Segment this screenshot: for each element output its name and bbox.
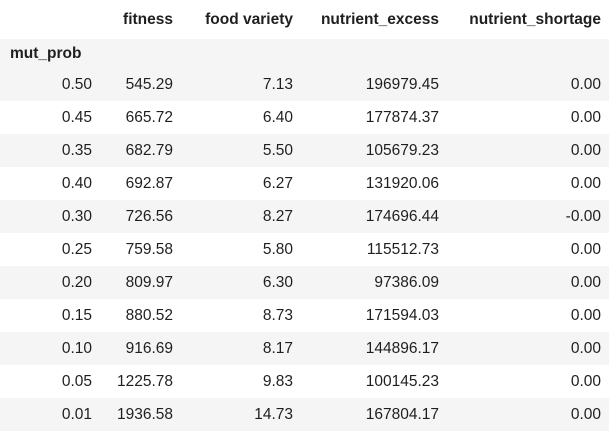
table-cell: 14.73: [254, 405, 293, 423]
row-index: 0.15: [61, 306, 92, 324]
table-cell: 5.80: [262, 240, 293, 258]
table-cell: 8.17: [262, 339, 293, 357]
table-cell: 0.00: [570, 306, 601, 324]
table-cell: 8.27: [262, 207, 293, 225]
index-name-row: mut_prob: [0, 39, 609, 68]
table-cell: 0.00: [570, 174, 601, 192]
table-cell: 144896.17: [365, 339, 439, 357]
table-row: 0.15 880.52 8.73 171594.03 0.00: [0, 299, 609, 332]
table-cell: 665.72: [125, 108, 173, 126]
index-corner-cell: [0, 0, 100, 39]
table-cell: 916.69: [125, 339, 173, 357]
row-index: 0.05: [61, 372, 92, 390]
table-cell: -0.00: [565, 207, 601, 225]
table-cell: 177874.37: [365, 108, 439, 126]
table-cell: 174696.44: [365, 207, 439, 225]
table-row: 0.40 692.87 6.27 131920.06 0.00: [0, 167, 609, 200]
row-index: 0.25: [61, 240, 92, 258]
table-cell: 100145.23: [365, 372, 439, 390]
row-index: 0.20: [61, 273, 92, 291]
table-cell: 167804.17: [365, 405, 439, 423]
row-index: 0.45: [61, 108, 92, 126]
table-cell: 5.50: [262, 141, 293, 159]
row-index: 0.30: [61, 207, 92, 225]
table-row: 0.25 759.58 5.80 115512.73 0.00: [0, 233, 609, 266]
table-cell: 97386.09: [374, 273, 439, 291]
column-header-food-variety: food variety: [205, 10, 293, 28]
table-row: 0.45 665.72 6.40 177874.37 0.00: [0, 101, 609, 134]
table-cell: 9.83: [262, 372, 293, 390]
table-body: 0.50 545.29 7.13 196979.45 0.00 0.45 665.72 6.4…: [0, 68, 609, 431]
row-index: 0.50: [61, 75, 92, 93]
column-header-row: fitness food variety nutrient_excess nut…: [0, 0, 609, 39]
table-cell: 131920.06: [365, 174, 439, 192]
table-row: 0.20 809.97 6.30 97386.09 0.00: [0, 266, 609, 299]
table-cell: 6.27: [262, 174, 293, 192]
table-cell: 0.00: [570, 75, 601, 93]
table-cell: 6.30: [262, 273, 293, 291]
table-cell: 0.00: [570, 339, 601, 357]
table-row: 0.10 916.69 8.17 144896.17 0.00: [0, 332, 609, 365]
table-cell: 115512.73: [366, 240, 439, 258]
column-header-fitness: fitness: [123, 10, 173, 28]
row-index: 0.10: [61, 339, 92, 357]
table-cell: 0.00: [570, 240, 601, 258]
table-cell: 105679.23: [365, 141, 439, 159]
table-cell: 0.00: [570, 273, 601, 291]
table-row: 0.35 682.79 5.50 105679.23 0.00: [0, 134, 609, 167]
table-cell: 196979.45: [365, 75, 439, 93]
table-row: 0.05 1225.78 9.83 100145.23 0.00: [0, 365, 609, 398]
column-header-nutrient-shortage: nutrient_shortage: [469, 10, 601, 28]
table-row: 0.01 1936.58 14.73 167804.17 0.00: [0, 398, 609, 431]
table-cell: 809.97: [125, 273, 173, 291]
table-cell: 1936.58: [116, 405, 173, 423]
table-cell: 0.00: [570, 372, 601, 390]
table-cell: 682.79: [125, 141, 173, 159]
table-cell: 726.56: [125, 207, 173, 225]
row-index: 0.40: [61, 174, 92, 192]
table-cell: 0.00: [570, 141, 601, 159]
row-index: 0.01: [61, 405, 92, 423]
table-cell: 1225.78: [116, 372, 173, 390]
index-name: mut_prob: [0, 39, 100, 68]
table-cell: 759.58: [125, 240, 173, 258]
table-cell: 692.87: [125, 174, 173, 192]
table-cell: 7.13: [262, 75, 293, 93]
table-cell: 0.00: [570, 405, 601, 423]
table-cell: 6.40: [262, 108, 293, 126]
table-cell: 545.29: [125, 75, 173, 93]
table-cell: 8.73: [262, 306, 293, 324]
table-row: 0.50 545.29 7.13 196979.45 0.00: [0, 68, 609, 101]
row-index: 0.35: [61, 141, 92, 159]
table-row: 0.30 726.56 8.27 174696.44 -0.00: [0, 200, 609, 233]
table-cell: 880.52: [125, 306, 173, 324]
column-header-nutrient-excess: nutrient_excess: [320, 10, 439, 28]
table-cell: 0.00: [570, 108, 601, 126]
table-cell: 171594.03: [365, 306, 439, 324]
